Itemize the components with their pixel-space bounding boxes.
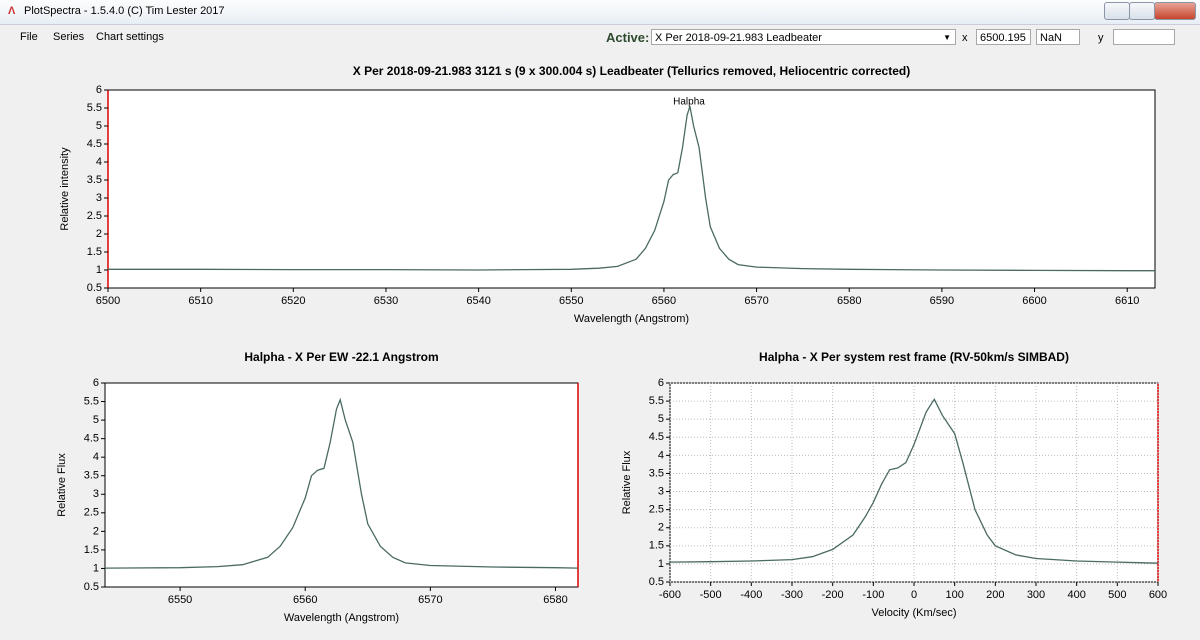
y-tick-label: 1.5 (84, 544, 99, 556)
x-tick-label: 6600 (1022, 295, 1046, 307)
y-tick-label: 6 (93, 377, 99, 389)
y-tick-label: 2 (93, 525, 99, 537)
x-tick-label: 6500 (96, 295, 120, 307)
close-button[interactable] (1154, 2, 1196, 20)
y-tick-label: 5.5 (84, 395, 99, 407)
x-tick-label: 6570 (418, 594, 442, 606)
chart-title: X Per 2018-09-21.983 3121 s (9 x 300.004… (353, 64, 910, 78)
x-tick-label: 500 (1108, 589, 1126, 601)
y-tick-label: 3.5 (84, 470, 99, 482)
spectrum-line (104, 397, 579, 569)
x-tick-label: 6550 (168, 594, 192, 606)
y-tick-label: 5.5 (649, 395, 664, 407)
y-tick-label: 4.5 (84, 433, 99, 445)
y-tick-label: 5 (658, 413, 664, 425)
y-tick-label: 5 (96, 120, 102, 132)
menu-item[interactable]: File (20, 31, 38, 43)
y-tick-label: 2.5 (87, 210, 102, 222)
x-label: x (962, 32, 968, 44)
x-tick-label: 6570 (744, 295, 768, 307)
x-tick-label: 6520 (281, 295, 305, 307)
y-tick-label: 3 (93, 488, 99, 500)
x-axis-label: Wavelength (Angstrom) (574, 313, 689, 325)
peak-annotation: Halpha (673, 97, 705, 108)
x-tick-label: 400 (1067, 589, 1085, 601)
plot-area (107, 89, 1156, 289)
minimize-button[interactable] (1104, 2, 1130, 20)
x-tick-label: 200 (986, 589, 1004, 601)
charts: X Per 2018-09-21.983 3121 s (9 x 300.004… (56, 64, 1167, 624)
y-axis-label: Relative Flux (621, 450, 633, 514)
y-tick-label: 1 (93, 562, 99, 574)
chart-title: Halpha - X Per EW -22.1 Angstrom (244, 350, 438, 364)
y-label: y (1098, 32, 1104, 44)
x-tick-label: -300 (781, 589, 803, 601)
app-icon: Λ (8, 5, 16, 17)
x-tick-label: -500 (700, 589, 722, 601)
x-tick-label: 6560 (652, 295, 676, 307)
x-tick-label: 6610 (1115, 295, 1139, 307)
maximize-button[interactable] (1129, 2, 1155, 20)
y-tick-label: 4.5 (87, 138, 102, 150)
menu-item[interactable]: Chart settings (96, 31, 164, 43)
x-tick-label: 6580 (837, 295, 861, 307)
y-tick-label: 3.5 (649, 467, 664, 479)
x-tick-label: 6510 (188, 295, 212, 307)
y-tick-label: 6 (658, 377, 664, 389)
y-tick-label: 1 (96, 264, 102, 276)
x-tick-label: -400 (740, 589, 762, 601)
x-tick-label: 300 (1027, 589, 1045, 601)
y-tick-label: 2.5 (649, 504, 664, 516)
active-label: Active: (606, 30, 650, 45)
y-tick-label: 1 (658, 558, 664, 570)
y-tick-label: 3.5 (87, 174, 102, 186)
x-tick-label: 6530 (374, 295, 398, 307)
x-tick-label: 100 (945, 589, 963, 601)
y-tick-label: 4 (96, 156, 102, 168)
x-tick-label: -100 (862, 589, 884, 601)
y-field[interactable] (1113, 29, 1175, 45)
y-tick-label: 2.5 (84, 507, 99, 519)
spectrum-line (108, 106, 1155, 272)
y-tick-label: 6 (96, 84, 102, 96)
x-tick-label: 6540 (466, 295, 490, 307)
x-tick-label: 0 (911, 589, 917, 601)
y-tick-label: 3 (658, 485, 664, 497)
x-extra-field[interactable]: NaN (1036, 29, 1080, 45)
y-tick-label: 5 (93, 414, 99, 426)
x-field[interactable]: 6500.195 (976, 29, 1031, 45)
chart-title: Halpha - X Per system rest frame (RV-50k… (759, 350, 1069, 364)
y-tick-label: 2 (96, 228, 102, 240)
x-tick-label: 6560 (293, 594, 317, 606)
y-tick-label: 0.5 (649, 576, 664, 588)
x-axis-label: Wavelength (Angstrom) (284, 612, 399, 624)
y-tick-label: 1.5 (649, 540, 664, 552)
x-axis-label: Velocity (Km/sec) (872, 607, 957, 619)
menu-item[interactable]: Series (53, 31, 85, 43)
x-tick-label: 6590 (930, 295, 954, 307)
y-tick-label: 3 (96, 192, 102, 204)
y-tick-label: 5.5 (87, 102, 102, 114)
dropdown-value: X Per 2018-09-21.983 Leadbeater (655, 32, 822, 44)
y-tick-label: 4 (658, 449, 664, 461)
x-tick-label: -600 (659, 589, 681, 601)
x-tick-label: 6550 (559, 295, 583, 307)
window-title: PlotSpectra - 1.5.4.0 (C) Tim Lester 201… (24, 5, 225, 17)
y-tick-label: 4 (93, 451, 99, 463)
y-tick-label: 2 (658, 522, 664, 534)
y-axis-label: Relative intensity (59, 147, 71, 231)
title-bar: Λ PlotSpectra - 1.5.4.0 (C) Tim Lester 2… (0, 0, 1200, 25)
y-tick-label: 1.5 (87, 246, 102, 258)
spectrum-line (669, 397, 1159, 564)
y-tick-label: 0.5 (84, 581, 99, 593)
y-axis-label: Relative Flux (56, 453, 68, 517)
x-tick-label: 600 (1149, 589, 1167, 601)
active-dropdown[interactable]: X Per 2018-09-21.983 Leadbeater ▼ (651, 29, 956, 45)
y-tick-label: 0.5 (87, 282, 102, 294)
plot-area (104, 382, 579, 588)
x-tick-label: -200 (822, 589, 844, 601)
x-tick-label: 6580 (543, 594, 567, 606)
y-tick-label: 4.5 (649, 431, 664, 443)
